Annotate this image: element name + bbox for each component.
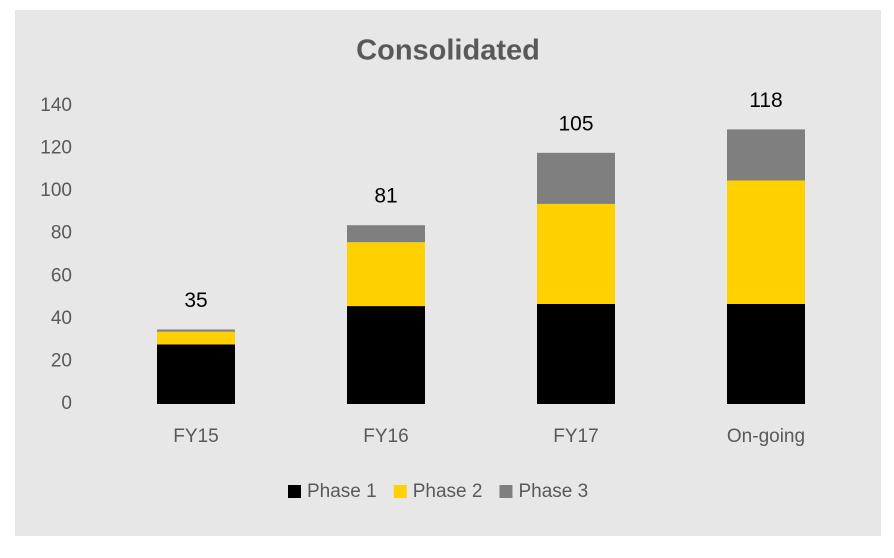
x-tick-label: On-going [727, 426, 805, 447]
bar-segment [537, 303, 615, 404]
total-label: 118 [749, 89, 782, 112]
legend-swatch [288, 485, 301, 498]
x-tick-label: FY17 [553, 426, 598, 447]
y-tick-label: 0 [61, 393, 72, 414]
chart-title: Consolidated [356, 35, 540, 67]
y-tick-label: 40 [51, 308, 72, 329]
x-tick-label: FY16 [363, 426, 408, 447]
bar-segment [537, 203, 615, 304]
legend-swatch [499, 485, 513, 498]
y-tick-label: 140 [40, 95, 72, 116]
y-tick-label: 100 [40, 180, 72, 201]
total-label: 35 [184, 289, 207, 312]
y-tick-label: 120 [40, 138, 72, 159]
bar-segment [347, 306, 425, 404]
legend-label: Phase 2 [413, 481, 483, 502]
bar-segment [537, 152, 615, 204]
y-tick-label: 60 [51, 265, 72, 286]
total-label: 81 [374, 185, 397, 208]
bar-segment [727, 303, 805, 404]
legend-label: Phase 1 [307, 481, 377, 502]
y-tick-label: 80 [51, 223, 72, 244]
total-label: 105 [558, 112, 593, 135]
bar-segment [157, 331, 235, 345]
x-tick-label: FY15 [173, 426, 218, 447]
bar-segment [727, 180, 805, 304]
bar-segment [347, 242, 425, 307]
bar-segment [157, 329, 235, 332]
bar-segment [157, 344, 235, 404]
legend-label: Phase 3 [518, 481, 588, 502]
bar-segment [347, 225, 425, 243]
y-tick-label: 20 [51, 350, 72, 371]
bar-segment [727, 129, 805, 181]
legend-swatch [393, 485, 407, 498]
